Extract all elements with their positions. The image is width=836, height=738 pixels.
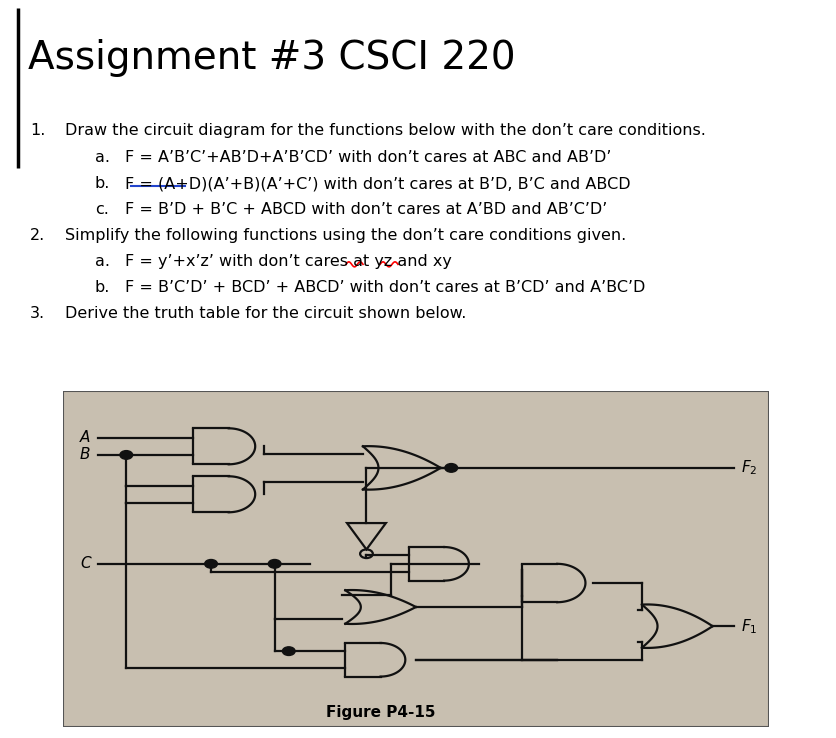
Text: Assignment #3 CSCI 220: Assignment #3 CSCI 220	[28, 39, 516, 77]
Text: F = y’+x’z’ with don’t cares at yz and xy: F = y’+x’z’ with don’t cares at yz and x…	[125, 255, 452, 269]
Circle shape	[120, 451, 133, 459]
Text: F = B’D + B’C + ABCD with don’t cares at A’BD and AB’C’D’: F = B’D + B’C + ABCD with don’t cares at…	[125, 202, 607, 217]
Circle shape	[445, 463, 457, 472]
Text: $F_1$: $F_1$	[741, 617, 757, 635]
Text: a.: a.	[95, 255, 110, 269]
Text: F = (A+D)(A’+B)(A’+C’) with don’t cares at B’D, B’C and ABCD: F = (A+D)(A’+B)(A’+C’) with don’t cares …	[125, 176, 630, 191]
Text: B: B	[80, 447, 90, 463]
Text: Figure P4-15: Figure P4-15	[326, 705, 436, 720]
Text: b.: b.	[95, 280, 110, 295]
Text: C: C	[80, 556, 90, 571]
Text: $F_2$: $F_2$	[741, 458, 757, 477]
FancyBboxPatch shape	[63, 391, 769, 727]
Text: 1.: 1.	[30, 123, 45, 138]
Circle shape	[205, 559, 217, 568]
Text: 2.: 2.	[30, 228, 45, 244]
Text: Simplify the following functions using the don’t care conditions given.: Simplify the following functions using t…	[65, 228, 626, 244]
Text: Derive the truth table for the circuit shown below.: Derive the truth table for the circuit s…	[65, 306, 466, 322]
Text: F = A’B’C’+AB’D+A’B’CD’ with don’t cares at ABC and AB’D’: F = A’B’C’+AB’D+A’B’CD’ with don’t cares…	[125, 151, 611, 165]
Text: Draw the circuit diagram for the functions below with the don’t care conditions.: Draw the circuit diagram for the functio…	[65, 123, 706, 138]
Text: c.: c.	[95, 202, 109, 217]
Text: 3.: 3.	[30, 306, 45, 322]
Text: b.: b.	[95, 176, 110, 191]
Circle shape	[268, 559, 281, 568]
Text: F = B’C’D’ + BCD’ + ABCD’ with don’t cares at B’CD’ and A’BC’D: F = B’C’D’ + BCD’ + ABCD’ with don’t car…	[125, 280, 645, 295]
Circle shape	[283, 646, 295, 655]
Text: A: A	[80, 430, 90, 445]
Text: a.: a.	[95, 151, 110, 165]
